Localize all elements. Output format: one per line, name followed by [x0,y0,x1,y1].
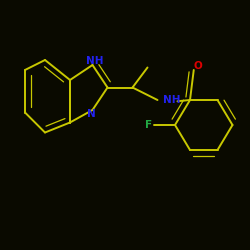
Text: F: F [145,120,152,130]
Text: NH: NH [162,95,180,105]
Text: NH: NH [86,56,104,66]
Text: N: N [87,109,96,119]
Text: O: O [194,61,202,71]
